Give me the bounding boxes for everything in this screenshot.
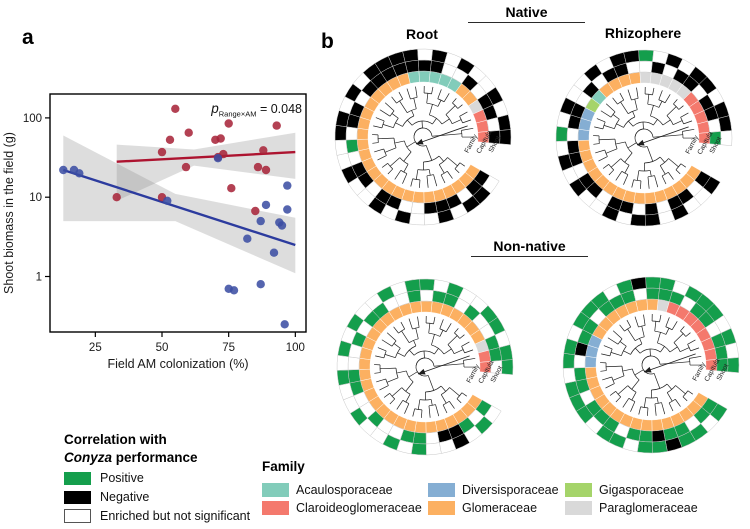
svg-text:Field AM colonization (%): Field AM colonization (%) <box>107 357 248 371</box>
svg-text:10: 10 <box>29 192 42 204</box>
legend-item-negative: Negative <box>64 490 250 504</box>
native-group-title-text: Native <box>505 4 548 20</box>
correlation-legend-title: Correlation with Conyza performance <box>64 431 250 466</box>
nonnative-group-title: Non-native <box>471 238 588 257</box>
acaulosporaceae-swatch-icon <box>262 483 289 497</box>
gigasporaceae-label: Gigasporaceae <box>599 483 684 497</box>
legend-item-acaulosporaceae: Acaulosporaceae <box>262 483 393 497</box>
negative-label: Negative <box>100 490 150 505</box>
svg-text:25: 25 <box>89 342 102 354</box>
svg-text:75: 75 <box>222 342 235 354</box>
svg-text:100: 100 <box>286 342 305 354</box>
not-significant-label: Enriched but not significant <box>100 509 251 524</box>
legend-item-positive: Positive <box>64 471 250 485</box>
correlation-legend-title-italic: Conyza <box>64 449 113 465</box>
glomeraceae-swatch-icon <box>428 501 455 515</box>
gigasporaceae-swatch-icon <box>565 483 592 497</box>
diversisporaceae-swatch-icon <box>428 483 455 497</box>
rhizosphere-column-title: Rhizophere <box>604 25 682 41</box>
panel-b-label: b <box>321 30 334 53</box>
diversisporaceae-label: Diversisporaceae <box>462 483 559 497</box>
legend-item-gigasporaceae: Gigasporaceae <box>565 483 684 497</box>
nonnative-group-title-text: Non-native <box>493 238 566 254</box>
family-legend-title: Family <box>262 459 305 474</box>
correlation-legend-title-rest: performance <box>112 449 198 465</box>
family-legend: Family Acaulosporaceae Claroideoglomerac… <box>262 458 742 515</box>
negative-swatch-icon <box>64 490 91 504</box>
svg-text:pRange×AM = 0.048: pRange×AM = 0.048 <box>210 101 302 119</box>
legend-item-not-significant: Enriched but not significant <box>64 509 251 524</box>
paraglomeraceae-swatch-icon <box>565 501 592 515</box>
legend-item-diversisporaceae: Diversisporaceae <box>428 483 559 497</box>
svg-text:50: 50 <box>156 342 169 354</box>
svg-text:1: 1 <box>36 272 42 284</box>
panel-a-label: a <box>22 26 34 49</box>
positive-swatch-icon <box>64 471 91 485</box>
root-column-title: Root <box>406 26 438 42</box>
claroideoglomeraceae-swatch-icon <box>262 501 289 515</box>
acaulosporaceae-label: Acaulosporaceae <box>296 483 393 497</box>
scatter-plot: 25 50 75 100 1 10 100 Field AM colonization (%)… <box>2 93 307 371</box>
paraglomeraceae-label: Paraglomeraceae <box>599 501 698 515</box>
legend-item-claroideoglomeraceae: Claroideoglomeraceae <box>262 501 422 515</box>
claroideoglomeraceae-label: Claroideoglomeraceae <box>296 501 422 515</box>
native-group-title: Native <box>468 4 585 23</box>
glomeraceae-label: Glomeraceae <box>462 501 538 515</box>
correlation-legend: Correlation with Conyza performance Posi… <box>64 431 251 524</box>
not-significant-swatch-icon <box>64 509 91 524</box>
positive-label: Positive <box>100 471 144 486</box>
svg-text:100: 100 <box>23 113 42 125</box>
correlation-legend-title-line1: Correlation with <box>64 432 167 447</box>
legend-item-paraglomeraceae: Paraglomeraceae <box>565 501 698 515</box>
legend-item-glomeraceae: Glomeraceae <box>428 501 537 515</box>
svg-text:Shoot biomass in the field (g): Shoot biomass in the field (g) <box>2 132 16 294</box>
